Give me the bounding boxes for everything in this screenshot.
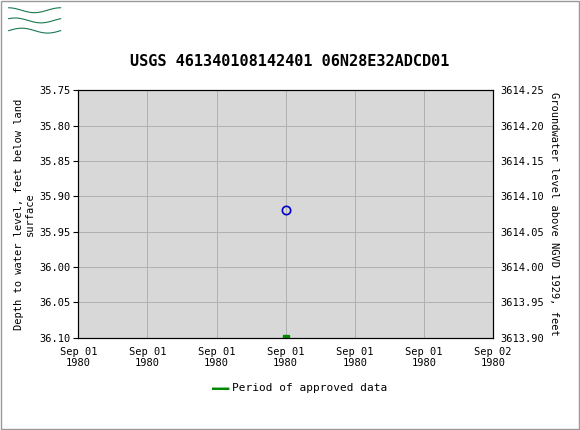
Text: USGS: USGS bbox=[73, 13, 120, 28]
Text: USGS 461340108142401 06N28E32ADCD01: USGS 461340108142401 06N28E32ADCD01 bbox=[130, 54, 450, 69]
Text: Period of approved data: Period of approved data bbox=[232, 383, 387, 393]
Y-axis label: Depth to water level, feet below land
surface: Depth to water level, feet below land su… bbox=[14, 98, 35, 329]
Text: —: — bbox=[211, 378, 230, 398]
FancyBboxPatch shape bbox=[6, 3, 64, 37]
Y-axis label: Groundwater level above NGVD 1929, feet: Groundwater level above NGVD 1929, feet bbox=[549, 92, 559, 336]
